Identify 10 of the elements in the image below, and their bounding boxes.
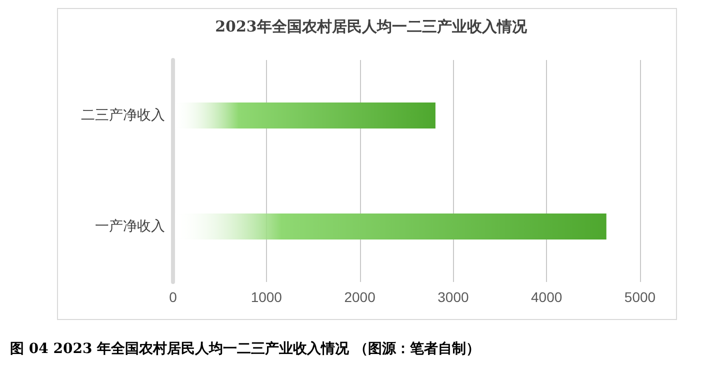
y-tick-label: 二三产净收入 bbox=[81, 108, 165, 124]
x-tick-label: 1000 bbox=[250, 289, 282, 305]
x-tick-label: 0 bbox=[169, 289, 178, 305]
y-tick-label: 一产净收入 bbox=[95, 218, 165, 234]
x-tick-label: 4000 bbox=[531, 289, 562, 305]
chart-title: 2023年全国农村居民人均一二三产业收入情况 bbox=[215, 18, 528, 36]
x-tick-label: 5000 bbox=[624, 289, 656, 305]
x-tick-label: 3000 bbox=[438, 289, 469, 305]
x-tick-label: 2000 bbox=[344, 289, 376, 305]
caption: 图 04 2023 年全国农村居民人均一二三产业收入情况 （图源：笔者自制） bbox=[10, 340, 480, 358]
